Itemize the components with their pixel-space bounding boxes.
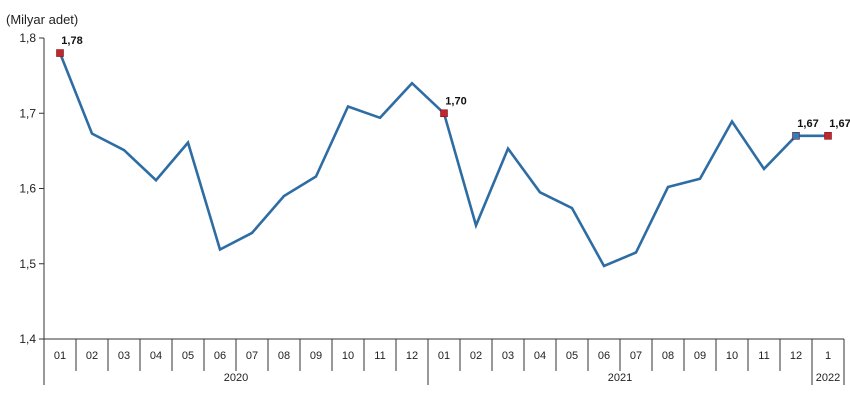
data-point-marker <box>824 132 832 140</box>
data-label: 1,78 <box>61 35 82 47</box>
x-tick-label: 02 <box>86 350 98 362</box>
y-tick-label: 1,7 <box>19 106 36 120</box>
x-tick-label: 01 <box>54 350 66 362</box>
marker-layer: 1,78 1,70 1,67 1,67 <box>56 35 850 140</box>
year-label: 2021 <box>608 372 632 384</box>
x-tick-label: 08 <box>662 350 674 362</box>
x-tick-label: 07 <box>246 350 258 362</box>
data-point-marker <box>440 109 448 118</box>
y-axis-unit-label: (Milyar adet) <box>6 12 78 27</box>
year-label: 2020 <box>224 372 248 384</box>
x-tick-label: 05 <box>566 350 578 362</box>
y-tick-label: 1,8 <box>19 31 36 45</box>
x-tick-label: 12 <box>406 350 418 362</box>
x-tick-label: 1 <box>825 350 831 362</box>
x-tick-label: 08 <box>278 350 290 362</box>
y-axis: 1,4 1,5 1,6 1,7 1,8 <box>19 31 45 346</box>
x-tick-label: 09 <box>310 350 322 362</box>
x-tick-label: 11 <box>758 350 769 362</box>
data-label: 1,70 <box>445 95 466 107</box>
x-tick-label: 07 <box>630 350 642 362</box>
x-tick-label: 12 <box>790 350 802 362</box>
y-tick-label: 1,6 <box>19 182 36 196</box>
x-tick-label: 01 <box>438 350 450 362</box>
x-tick-label: 06 <box>598 350 610 362</box>
x-tick-label: 02 <box>470 350 482 362</box>
y-tick-label: 1,5 <box>19 257 36 271</box>
x-axis: 01 02 03 04 05 06 07 08 09 10 11 12 01 02 03 04 05 06 07 08… <box>43 338 845 385</box>
x-tick-label: 10 <box>726 350 738 362</box>
x-tick-label: 06 <box>214 350 226 362</box>
x-tick-label: 04 <box>150 350 162 362</box>
x-tick-label: 03 <box>502 350 514 362</box>
x-tick-label: 04 <box>534 350 546 362</box>
x-tick-label: 09 <box>694 350 706 362</box>
y-tick-label: 1,4 <box>19 332 36 346</box>
series-line <box>58 52 828 268</box>
year-label: 2022 <box>816 372 840 384</box>
data-point-marker <box>792 132 800 140</box>
series-layer <box>58 52 828 268</box>
x-tick-label: 10 <box>342 350 354 362</box>
x-tick-label: 11 <box>374 350 385 362</box>
x-tick-label: 05 <box>182 350 194 362</box>
x-tick-label: 03 <box>118 350 130 362</box>
data-label: 1,67 <box>829 118 850 130</box>
data-label: 1,67 <box>797 118 818 130</box>
data-point-marker <box>56 49 64 57</box>
